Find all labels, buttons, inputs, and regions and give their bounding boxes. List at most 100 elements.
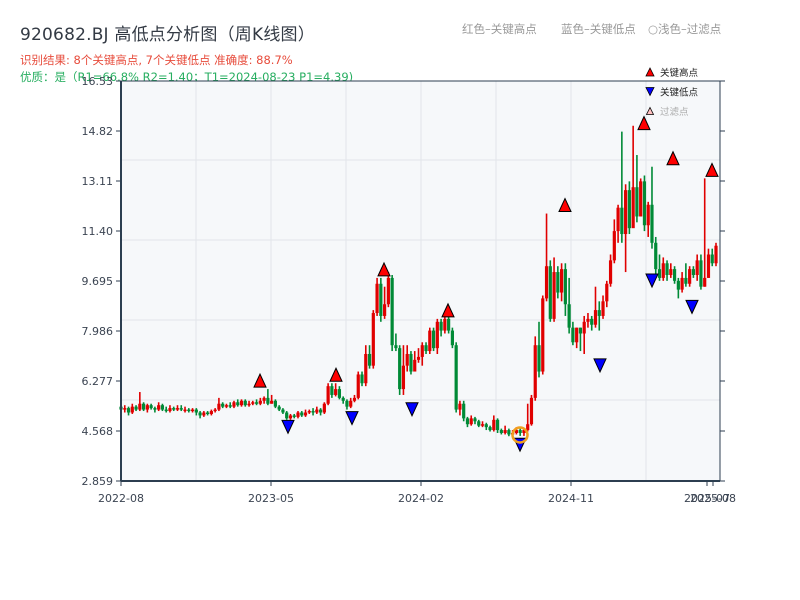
- candle-body: [360, 374, 364, 384]
- candle-body: [145, 405, 149, 410]
- x-tick-label: 2024-11: [548, 492, 594, 505]
- candle-body: [710, 254, 714, 264]
- candle-body: [533, 345, 537, 398]
- candle-body: [236, 402, 240, 406]
- candle-body: [375, 283, 379, 314]
- candle-body: [371, 313, 375, 366]
- candle-body: [627, 190, 631, 229]
- candle-body: [149, 405, 153, 409]
- candle-body: [676, 280, 680, 290]
- candle-body: [206, 412, 210, 415]
- candle-body: [349, 400, 353, 407]
- candle-body: [413, 359, 417, 372]
- candle-body: [239, 400, 244, 406]
- candle-body: [616, 207, 620, 232]
- candle-body: [639, 181, 643, 217]
- legend-filtered-icon: [645, 106, 655, 115]
- candle-body: [416, 356, 421, 360]
- candle-body: [405, 353, 409, 366]
- candle-body: [398, 348, 402, 390]
- candle-body: [552, 272, 556, 319]
- candle-body: [390, 277, 394, 346]
- y-tick-label: 2.859: [82, 475, 114, 488]
- candle-body: [646, 204, 650, 226]
- candle-body: [221, 403, 225, 407]
- candle-body: [684, 277, 688, 284]
- candle-body: [134, 406, 138, 410]
- candle-body: [315, 409, 319, 413]
- key-low-marker: [345, 411, 359, 426]
- chart-title: 920682.BJ 高低点分析图（周K线图）: [20, 25, 315, 45]
- candle-body: [590, 318, 594, 325]
- candle-body: [123, 408, 127, 410]
- candle-body: [303, 412, 308, 416]
- candle-body: [224, 405, 229, 407]
- x-tick-label: 2024-02: [398, 492, 444, 505]
- candle-body: [548, 266, 552, 319]
- candle-body: [612, 231, 616, 261]
- axes: 2.859 4.568 6.277 7.986 9.695 11.40 13.11 14.82…: [82, 75, 736, 505]
- candle-body: [254, 402, 259, 404]
- candle-body: [526, 424, 530, 431]
- candle-body: [251, 402, 255, 404]
- candle-body: [330, 386, 334, 395]
- y-tick-label: 16.53: [82, 75, 114, 88]
- candle-body: [153, 408, 157, 410]
- key-point-markers: [253, 115, 719, 453]
- candle-body: [262, 397, 266, 401]
- candle-body: [575, 327, 579, 343]
- candle-body: [334, 389, 338, 395]
- candle-body: [228, 405, 232, 407]
- candle-body: [608, 260, 613, 284]
- candle-body: [492, 419, 496, 431]
- y-tick-label: 4.568: [82, 425, 114, 438]
- candle-body: [529, 397, 534, 425]
- candle-body: [285, 412, 289, 419]
- candle-body: [488, 427, 492, 431]
- x-tick-label: 2025-07: [684, 492, 730, 505]
- candle-body: [642, 181, 647, 226]
- key-high-marker: [377, 261, 391, 277]
- candle-body: [480, 424, 485, 426]
- candle-body: [544, 266, 549, 299]
- candle-body: [356, 374, 360, 398]
- key-low-marker: [685, 299, 699, 315]
- legend-label: 关键高点: [660, 67, 699, 79]
- candle-body: [657, 269, 662, 278]
- legend-low-icon: [645, 87, 655, 97]
- candle-body: [484, 424, 488, 428]
- y-tick-label: 13.11: [82, 175, 114, 188]
- candle-body: [213, 409, 217, 412]
- candle-body: [439, 321, 443, 331]
- candle-body: [273, 400, 277, 407]
- candle-body: [383, 304, 387, 316]
- candle-body: [341, 397, 345, 401]
- candle-body: [270, 400, 274, 404]
- candle-body: [337, 389, 342, 398]
- candle-body: [654, 242, 658, 270]
- candle-body: [318, 409, 323, 413]
- candle-body: [160, 405, 165, 410]
- candle-body: [431, 330, 436, 349]
- candle-body: [157, 405, 161, 410]
- candle-body: [138, 403, 142, 410]
- candle-body: [597, 310, 601, 316]
- candle-body: [126, 408, 131, 413]
- y-tick-label: 9.695: [82, 275, 114, 288]
- candle-body: [454, 345, 458, 410]
- key-high-marker: [329, 367, 343, 382]
- candle-body: [691, 269, 696, 275]
- candle-body: [258, 400, 262, 404]
- candle-body: [141, 403, 146, 410]
- legend-label: 关键低点: [660, 87, 699, 99]
- candle-body: [326, 386, 330, 404]
- key-high-marker: [558, 197, 572, 213]
- candle-body: [428, 330, 432, 352]
- candle-body: [556, 272, 560, 293]
- candle-body: [507, 430, 511, 435]
- candle-body: [266, 397, 270, 404]
- candle-body: [172, 408, 176, 410]
- y-tick-label: 14.82: [82, 125, 114, 138]
- candle-body: [522, 430, 526, 433]
- candle-body: [296, 412, 300, 417]
